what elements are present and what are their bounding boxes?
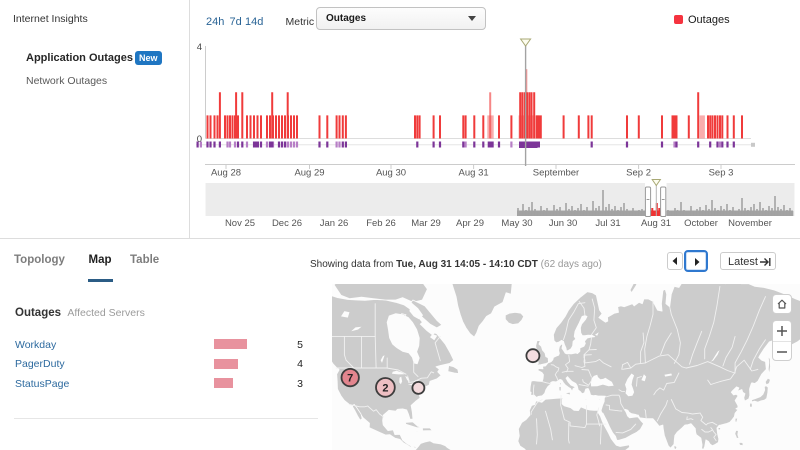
svg-text:Jun 30: Jun 30 bbox=[549, 218, 578, 229]
svg-text:7: 7 bbox=[347, 373, 353, 385]
svg-text:0: 0 bbox=[197, 134, 202, 145]
svg-text:May 30: May 30 bbox=[501, 218, 532, 229]
svg-text:September: September bbox=[533, 168, 579, 179]
svg-text:Sep 3: Sep 3 bbox=[709, 168, 734, 179]
svg-text:2: 2 bbox=[382, 382, 388, 394]
svg-text:Mar 29: Mar 29 bbox=[411, 218, 441, 229]
svg-text:4: 4 bbox=[197, 42, 202, 53]
svg-text:Aug 31: Aug 31 bbox=[459, 168, 489, 179]
svg-text:Nov 25: Nov 25 bbox=[225, 218, 255, 229]
svg-text:Aug 28: Aug 28 bbox=[211, 168, 241, 179]
svg-text:Dec 26: Dec 26 bbox=[272, 218, 302, 229]
svg-text:Aug 30: Aug 30 bbox=[376, 168, 406, 179]
svg-text:Jan 26: Jan 26 bbox=[320, 218, 349, 229]
svg-text:October: October bbox=[684, 218, 718, 229]
svg-text:Aug 31: Aug 31 bbox=[641, 218, 671, 229]
svg-text:Sep 2: Sep 2 bbox=[626, 168, 651, 179]
svg-text:Aug 29: Aug 29 bbox=[294, 168, 324, 179]
svg-text:November: November bbox=[728, 218, 772, 229]
svg-text:Jul 31: Jul 31 bbox=[595, 218, 620, 229]
svg-text:Apr 29: Apr 29 bbox=[456, 218, 484, 229]
svg-text:Feb 26: Feb 26 bbox=[366, 218, 396, 229]
